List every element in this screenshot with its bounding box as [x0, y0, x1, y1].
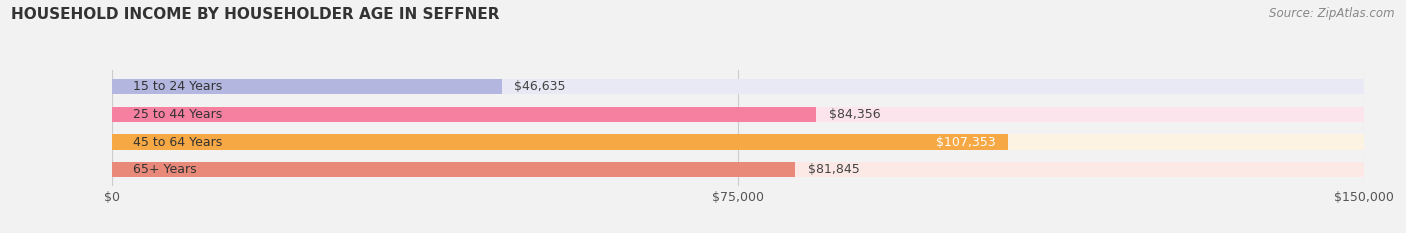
Bar	[112, 79, 1364, 94]
Text: Source: ZipAtlas.com: Source: ZipAtlas.com	[1270, 7, 1395, 20]
Bar	[112, 107, 817, 122]
Text: $84,356: $84,356	[828, 108, 880, 121]
Text: 15 to 24 Years: 15 to 24 Years	[134, 80, 222, 93]
Bar	[112, 107, 1364, 122]
Bar	[112, 134, 1008, 150]
Text: HOUSEHOLD INCOME BY HOUSEHOLDER AGE IN SEFFNER: HOUSEHOLD INCOME BY HOUSEHOLDER AGE IN S…	[11, 7, 499, 22]
Bar	[112, 162, 1364, 177]
Bar	[112, 162, 796, 177]
Bar	[112, 79, 502, 94]
Text: $46,635: $46,635	[515, 80, 565, 93]
Text: $81,845: $81,845	[808, 163, 859, 176]
Bar	[112, 134, 1364, 150]
Text: $107,353: $107,353	[936, 136, 995, 148]
Text: 65+ Years: 65+ Years	[134, 163, 197, 176]
Text: 45 to 64 Years: 45 to 64 Years	[134, 136, 222, 148]
Text: 25 to 44 Years: 25 to 44 Years	[134, 108, 222, 121]
